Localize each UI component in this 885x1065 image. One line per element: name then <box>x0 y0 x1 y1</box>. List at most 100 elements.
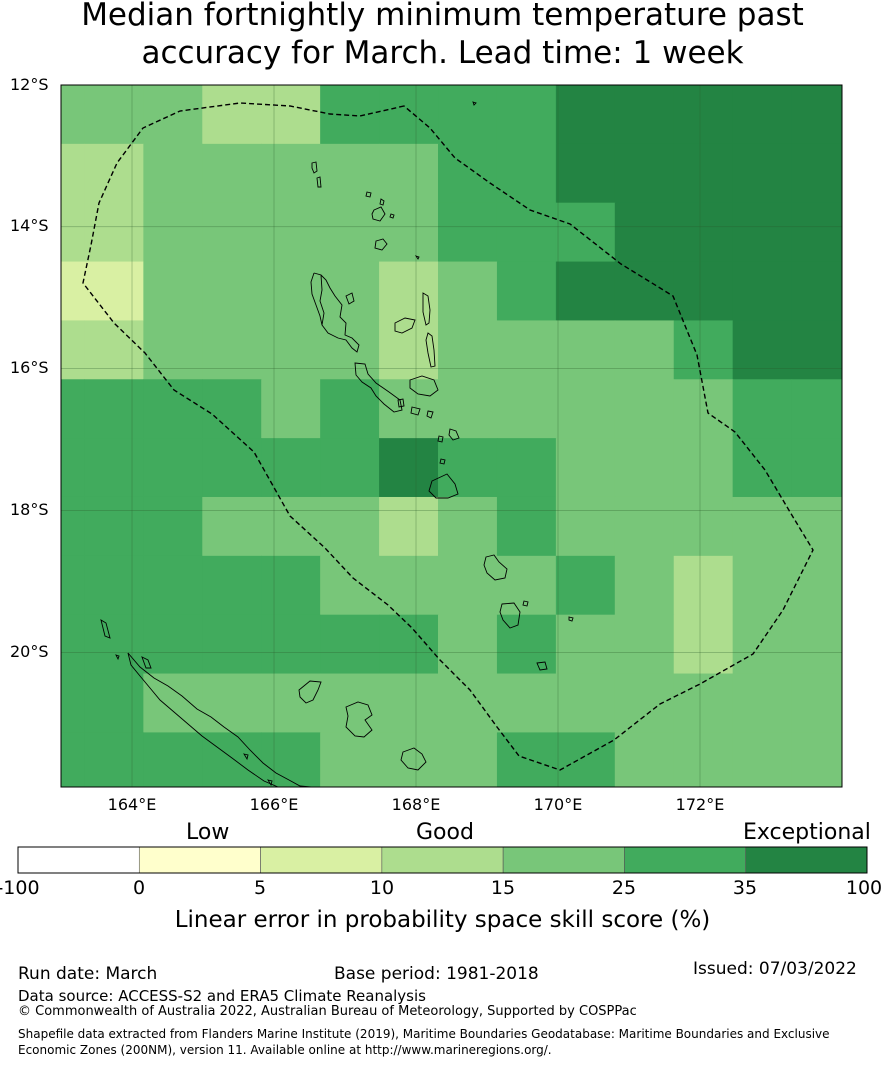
skill-cell <box>791 438 843 498</box>
skill-cell <box>555 614 616 675</box>
colorbar-label: Linear error in probability space skill … <box>174 907 711 933</box>
island-outline <box>379 198 385 206</box>
island-outline <box>100 619 111 639</box>
skill-cell <box>261 320 321 380</box>
skill-cell <box>379 379 439 439</box>
category-low: Low <box>186 820 230 845</box>
skill-cell <box>202 379 262 439</box>
skill-cell <box>791 555 843 616</box>
island-outline <box>310 272 360 353</box>
skill-cell <box>143 496 203 557</box>
skill-cell <box>614 555 675 616</box>
skill-cell <box>202 85 262 145</box>
skill-cell <box>379 614 439 675</box>
island-outline <box>426 410 434 419</box>
skill-cell <box>379 496 439 557</box>
skill-cell <box>61 673 85 733</box>
base-period: Base period: 1981-2018 <box>334 964 539 984</box>
skill-cell <box>791 496 843 557</box>
skill-cell <box>614 732 675 788</box>
island-outline <box>267 779 273 787</box>
skill-cell <box>614 202 675 263</box>
copyright: © Commonwealth of Australia 2022, Austra… <box>18 1004 637 1019</box>
island-outline <box>397 398 405 408</box>
title-line-1: Median fortnightly minimum temperature p… <box>81 0 804 33</box>
skill-cell <box>261 85 321 145</box>
skill-cell <box>261 732 321 788</box>
skill-cell <box>555 438 616 498</box>
island-outline <box>448 428 460 441</box>
island-outline <box>345 701 373 738</box>
island-outline <box>522 600 529 607</box>
skill-cell <box>496 143 557 204</box>
skill-cell <box>202 261 262 321</box>
skill-cell <box>84 673 144 733</box>
shapefile-credit-line-1: Shapefile data extracted from Flanders M… <box>18 1027 830 1041</box>
skill-cell <box>673 320 734 380</box>
shapefile-credit-line-2: Economic Zones (200NM), version 11. Avai… <box>18 1043 552 1057</box>
skill-cell <box>261 496 321 557</box>
island-outline <box>414 255 420 260</box>
skill-cell <box>84 202 144 263</box>
category-good: Good <box>416 820 474 845</box>
skill-cell <box>438 673 498 733</box>
skill-cell <box>143 555 203 616</box>
skill-cell <box>791 261 843 321</box>
colorbar-tick: 25 <box>611 877 637 899</box>
colorbar-tick: 15 <box>490 877 516 899</box>
skill-cell <box>379 143 439 204</box>
island-outline <box>311 161 318 174</box>
skill-cell <box>61 85 85 145</box>
skill-cell <box>732 555 793 616</box>
skill-cell <box>261 673 321 733</box>
issued-date: Issued: 07/03/2022 <box>693 959 857 979</box>
skill-cell <box>202 496 262 557</box>
skill-cell <box>732 732 793 788</box>
skill-cell <box>202 143 262 204</box>
skill-cell <box>438 496 498 557</box>
skill-cell <box>143 438 203 498</box>
skill-cell <box>732 379 793 439</box>
skill-grid <box>61 85 843 788</box>
island-outline <box>472 101 477 106</box>
skill-cell <box>202 555 262 616</box>
skill-cell <box>673 732 734 788</box>
lon-label: 172°E <box>675 795 725 814</box>
skill-cell <box>614 496 675 557</box>
colorbar-segment <box>624 846 747 874</box>
lat-label: 14°S <box>10 216 49 235</box>
skill-cell <box>320 261 380 321</box>
skill-cell <box>143 379 203 439</box>
skill-cell <box>614 320 675 380</box>
island-outline <box>536 661 548 671</box>
skill-cell <box>379 85 439 145</box>
colorbar-segment <box>17 846 140 874</box>
skill-cell <box>673 143 734 204</box>
skill-cell <box>614 438 675 498</box>
category-exceptional: Exceptional <box>743 820 871 845</box>
lat-label: 20°S <box>10 642 49 661</box>
skill-cell <box>84 261 144 321</box>
skill-cell <box>84 320 144 380</box>
skill-cell <box>379 438 439 498</box>
island-outline <box>389 213 395 219</box>
skill-cell <box>202 673 262 733</box>
skill-cell <box>791 614 843 675</box>
skill-cell <box>673 202 734 263</box>
skill-cell <box>202 202 262 263</box>
skill-cell <box>791 379 843 439</box>
island-outline <box>483 554 508 581</box>
skill-cell <box>320 85 380 145</box>
island-outline <box>127 652 312 788</box>
skill-cell <box>732 85 793 145</box>
skill-cell <box>61 143 85 204</box>
skill-cell <box>143 320 203 380</box>
skill-cell <box>438 261 498 321</box>
skill-cell <box>143 143 203 204</box>
skill-cell <box>320 379 380 439</box>
skill-cell <box>732 143 793 204</box>
skill-cell <box>555 320 616 380</box>
skill-cell <box>61 555 85 616</box>
skill-cell <box>379 202 439 263</box>
skill-cell <box>379 673 439 733</box>
